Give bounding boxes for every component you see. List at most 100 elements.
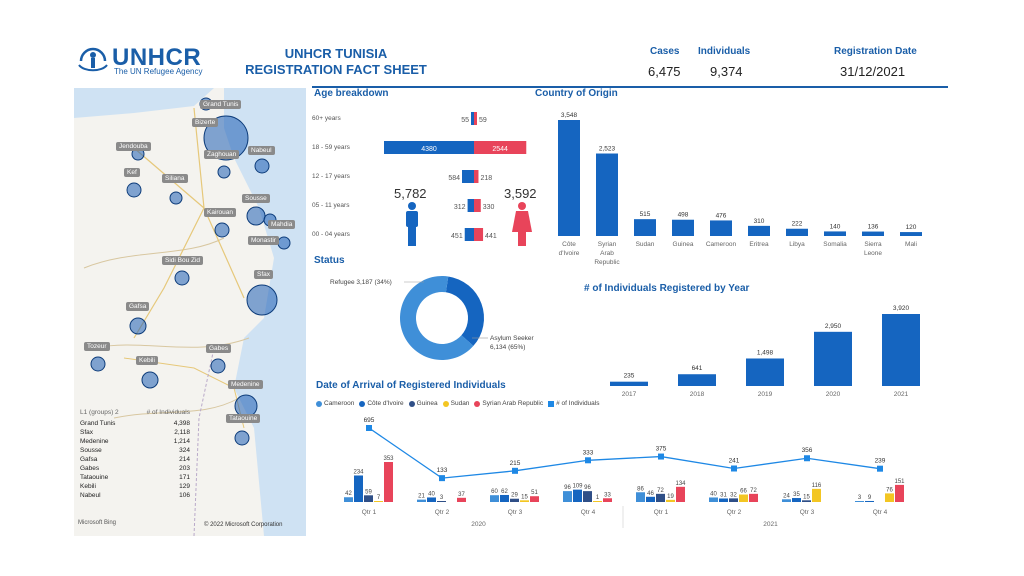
bubble-kebili (141, 371, 159, 389)
age-male-value: 451 (451, 233, 463, 240)
arrival-bar-label: 72 (657, 488, 664, 494)
age-female-value: 330 (483, 204, 495, 211)
registration-date-value: 31/12/2021 (840, 64, 906, 79)
bubble-kairouan (214, 222, 230, 238)
legend-item[interactable]: Côte d'Ivoire (359, 400, 404, 407)
age-section-title: Age breakdown (314, 88, 389, 99)
arrival-bar-label: 7 (377, 495, 381, 501)
age-male-value: 312 (454, 204, 466, 211)
origin-category-label: Somalia (823, 241, 847, 248)
male-icon (408, 202, 416, 210)
legend-item[interactable]: Sudan (442, 400, 470, 407)
arrival-bar (802, 500, 811, 502)
table-header-right: # of Individuals (146, 409, 190, 416)
legend-swatch (474, 400, 481, 407)
age-female-bar (474, 141, 527, 154)
year-category-label: 2020 (826, 391, 841, 398)
age-male-bar (471, 112, 474, 125)
year-category-label: 2019 (758, 391, 773, 398)
age-male-bar (462, 170, 474, 183)
legend-item[interactable]: Cameroon (316, 400, 354, 407)
map-label-nabeul: Nabeul (248, 146, 275, 155)
map-label-grand-tunis: Grand Tunis (200, 100, 242, 109)
female-icon (512, 211, 532, 232)
origin-category-label: Eritrea (749, 241, 769, 248)
map-label-kairouan: Kairouan (204, 208, 237, 217)
table-row: Gafsa 214 (80, 456, 190, 463)
bubble-tataouine (234, 430, 250, 446)
female-total: 3,592 (504, 186, 537, 201)
arrival-bar-label: 3 (440, 495, 444, 501)
age-female-value: 59 (479, 117, 487, 124)
arrival-bar (739, 494, 748, 502)
arrival-total-label: 695 (364, 417, 375, 424)
origin-value-label: 3,548 (561, 112, 578, 119)
origin-bar (748, 225, 770, 236)
year-bar (678, 374, 716, 386)
map-bubbles (90, 97, 291, 446)
female-icon (518, 202, 526, 210)
age-female-bar (474, 228, 484, 241)
status-label-asylum: Asylum Seeker (490, 335, 535, 342)
legend-item[interactable]: # of Individuals (548, 400, 600, 407)
arrival-bar (510, 498, 519, 502)
arrival-bar (749, 493, 758, 502)
arrival-category-label: Qtr 4 (873, 509, 888, 516)
legend-item[interactable]: Syrian Arab Republic (474, 400, 543, 407)
bubble-gafsa (129, 317, 147, 335)
arrival-bar-label: 40 (710, 491, 717, 497)
map-label-gafsa: Gafsa (126, 302, 150, 311)
arrival-bar (666, 499, 675, 502)
origin-bar (862, 231, 884, 236)
age-category-label: 18 - 59 years (312, 144, 351, 151)
legend-item[interactable]: Guinea (408, 400, 438, 407)
origin-bar (634, 219, 656, 236)
arrival-total-point (658, 453, 664, 460)
arrival-category-label: Qtr 1 (362, 509, 377, 516)
arrival-bar (636, 492, 645, 502)
origin-value-label: 222 (792, 221, 803, 228)
arrival-bar-label: 21 (418, 494, 425, 500)
status-section-title: Status (314, 255, 345, 266)
year-category-label: 2018 (690, 391, 705, 398)
male-icon (406, 211, 418, 227)
arrival-total-point (731, 465, 737, 472)
origin-bar (786, 228, 808, 236)
legend-swatch (408, 400, 415, 407)
male-total: 5,782 (394, 186, 427, 201)
arrival-bar-label: 33 (604, 492, 611, 498)
map-label-bizerte: Bizerte (192, 118, 219, 127)
arrival-bar-label: 32 (730, 492, 737, 498)
arrival-bar-label: 24 (783, 493, 790, 499)
origin-value-label: 140 (830, 223, 841, 230)
table-row: Medenine 1,214 (80, 438, 190, 445)
origin-chart: 3,548 Côte d'Ivoire 2,523 Syrian Arab Republic… (558, 112, 922, 266)
arrival-bar-label: 66 (740, 489, 747, 495)
by-year-section-title: # of Individuals Registered by Year (584, 283, 750, 294)
status-label-refugee: Refugee 3,187 (34%) (330, 279, 392, 286)
arrival-bar (437, 501, 446, 502)
origin-bar (558, 120, 580, 236)
origin-bar (824, 231, 846, 236)
female-icon (518, 232, 526, 246)
table-header-left: L1 (groups) 2 (80, 409, 119, 416)
origin-bar (900, 232, 922, 236)
status-slice (400, 276, 474, 360)
arrival-bar-label: 37 (458, 492, 465, 498)
map-panel[interactable]: Grand Tunis Bizerte Jendouba Nabeul Zagh… (74, 88, 306, 536)
year-value-label: 1,498 (757, 349, 774, 356)
arrival-bar-label: 151 (894, 479, 905, 485)
legend-label: Sudan (450, 400, 470, 407)
legend-swatch (359, 400, 366, 407)
table-row: Kebili 129 (80, 483, 190, 490)
arrival-bar (885, 493, 894, 502)
region-table: L1 (groups) 2 # of Individuals Grand Tuni… (80, 408, 190, 500)
age-male-value: 4380 (421, 146, 437, 153)
arrival-bar-label: 60 (491, 489, 498, 495)
arrival-total-label: 133 (437, 467, 448, 474)
origin-section-title: Country of Origin (535, 88, 618, 99)
legend-label: # of Individuals (556, 400, 600, 407)
map-label-kef: Kef (124, 168, 140, 177)
map-label-sidi-bou-zid: Sidi Bou Zid (162, 256, 204, 265)
